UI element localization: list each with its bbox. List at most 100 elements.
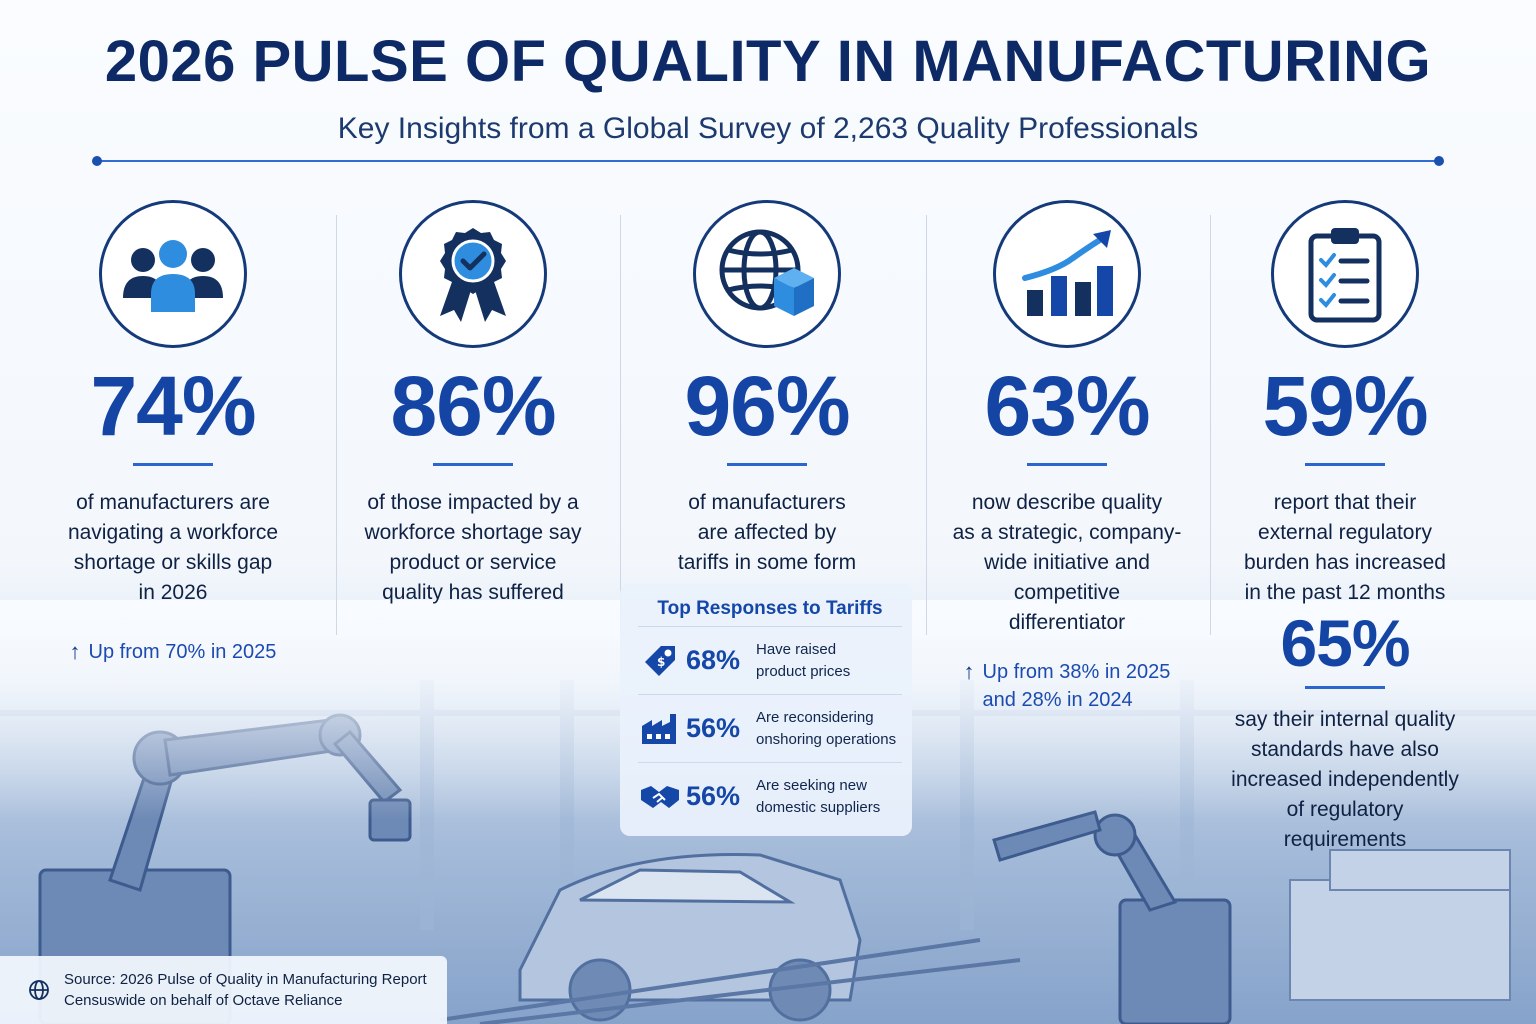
description-line: tariffs in some form	[677, 550, 857, 574]
tariff-response-row: 56% Are reconsidering onshoring operatio…	[638, 694, 902, 762]
trend-note-line: Up from 38% in 2025	[982, 660, 1171, 683]
tariff-response-row: 56% Are seeking new domestic suppliers	[638, 762, 902, 830]
clipboard-checklist-icon	[1308, 228, 1382, 323]
stat-description: of those impacted by a workforce shortag…	[328, 488, 618, 608]
source-box: Source: 2026 Pulse of Quality in Manufac…	[0, 956, 447, 1024]
description-line: product or service	[389, 550, 557, 574]
source-line: Source: 2026 Pulse of Quality in Manufac…	[64, 971, 427, 988]
stat-underline	[1027, 462, 1107, 466]
description-line: in the past 12 months	[1244, 580, 1446, 604]
stat-description: now describe quality as a strategic, com…	[922, 488, 1212, 638]
stat-card-workforce-shortage: 74% of manufacturers are navigating a wo…	[28, 200, 318, 666]
description-line: in 2026	[138, 580, 208, 604]
icon-ring	[399, 200, 547, 348]
stat-value: 65%	[1280, 606, 1410, 680]
description-line: increased independently	[1231, 767, 1459, 791]
award-ribbon-icon	[440, 228, 506, 322]
stat-underline	[1305, 462, 1385, 466]
tariff-response-label: Are reconsidering onshoring operations	[756, 707, 896, 751]
tariff-response-row: $ 68% Have raised product prices	[638, 626, 902, 694]
icon-ring	[99, 200, 247, 348]
description-line: differentiator	[1008, 610, 1126, 634]
description-line: say their internal quality	[1234, 707, 1456, 731]
stat-value: 63%	[984, 359, 1150, 453]
stat-description: of manufacturers are navigating a workfo…	[28, 488, 318, 608]
divider-dot-right	[1434, 156, 1444, 166]
stat-card-tariffs: 96% of manufacturers are affected by tar…	[622, 200, 912, 578]
description-line: wide initiative and	[984, 550, 1150, 574]
factory-icon	[642, 713, 676, 744]
stat-card-quality-suffered: 86% of those impacted by a workforce sho…	[328, 200, 618, 608]
description-line: requirements	[1283, 827, 1407, 851]
price-tag-icon: $	[645, 645, 675, 676]
tariff-response-value: 68%	[686, 645, 741, 675]
stat-card-internal-standards: 65% say their internal quality standards…	[1200, 606, 1490, 855]
tariff-label-line: domestic suppliers	[756, 798, 881, 816]
arrow-up-icon: ↑	[69, 638, 81, 664]
source-line: Censuswide on behalf of Octave Reliance	[64, 992, 343, 1009]
trend-note-line: and 28% in 2024	[982, 688, 1133, 711]
stat-value: 59%	[1262, 359, 1428, 453]
tariff-card-title: Top Responses to Tariffs	[657, 598, 883, 619]
svg-text:$: $	[657, 655, 665, 669]
icon-ring	[993, 200, 1141, 348]
tariff-label-line: Are reconsidering	[756, 708, 874, 726]
description-line: report that their	[1273, 490, 1417, 514]
description-line: navigating a workforce	[67, 520, 279, 544]
globe-icon	[29, 980, 49, 1000]
column-divider	[620, 215, 621, 635]
trend-note: ↑ Up from 38% in 2025 and 28% in 2024	[922, 658, 1212, 714]
globe-box-icon	[719, 229, 814, 316]
description-line: now describe quality	[971, 490, 1163, 514]
source-text: Source: 2026 Pulse of Quality in Manufac…	[64, 969, 427, 1011]
stat-underline	[433, 462, 513, 466]
stat-underline	[1305, 685, 1385, 689]
tariff-responses-card: Top Responses to Tariffs $ 68% Have rais…	[620, 584, 912, 836]
stat-value: 74%	[90, 359, 256, 453]
description-line: workforce shortage say	[364, 520, 582, 544]
description-line: of manufacturers	[688, 490, 846, 514]
stat-underline	[133, 462, 213, 466]
trend-note-text: Up from 38% in 2025 and 28% in 2024	[983, 658, 1171, 714]
stat-card-strategic-quality: 63% now describe quality as a strategic,…	[922, 200, 1212, 714]
tariff-label-line: Are seeking new	[756, 776, 867, 794]
tariff-response-label: Have raised product prices	[756, 639, 850, 683]
tariff-response-value: 56%	[686, 713, 741, 743]
stat-card-regulatory-burden: 59% report that their external regulator…	[1200, 200, 1490, 608]
tariff-response-label: Are seeking new domestic suppliers	[756, 775, 880, 819]
tariff-response-value: 56%	[686, 781, 741, 811]
description-line: as a strategic, company-	[952, 520, 1182, 544]
icon-ring	[693, 200, 841, 348]
divider-dot-left	[92, 156, 102, 166]
tariff-label-line: product prices	[756, 662, 851, 680]
description-line: competitive	[1013, 580, 1121, 604]
growth-chart-icon	[1022, 230, 1113, 316]
column-divider	[1210, 215, 1211, 635]
stat-description: say their internal quality standards hav…	[1200, 705, 1490, 855]
description-line: external regulatory	[1258, 520, 1432, 544]
handshake-icon	[641, 785, 679, 808]
description-line: are affected by	[697, 520, 837, 544]
column-divider	[336, 215, 337, 635]
trend-note: ↑ Up from 70% in 2025	[28, 638, 318, 666]
stat-value: 96%	[684, 359, 850, 453]
tariff-label-line: onshoring operations	[756, 730, 897, 748]
description-line: of regulatory	[1286, 797, 1404, 821]
people-icon	[123, 240, 223, 312]
arrow-up-icon: ↑	[963, 658, 975, 684]
column-divider	[926, 215, 927, 635]
icon-ring	[1271, 200, 1419, 348]
page-subtitle: Key Insights from a Global Survey of 2,2…	[337, 112, 1199, 145]
description-line: of those impacted by a	[367, 490, 579, 514]
page-title: 2026 PULSE OF QUALITY IN MANUFACTURING	[104, 29, 1432, 94]
description-line: standards have also	[1251, 737, 1439, 761]
description-line: of manufacturers are	[76, 490, 270, 514]
stat-underline	[727, 462, 807, 466]
header-divider	[92, 156, 1444, 166]
tariff-label-line: Have raised	[756, 640, 837, 658]
trend-note-text: Up from 70% in 2025	[88, 640, 277, 663]
description-line: quality has suffered	[382, 580, 564, 604]
description-line: shortage or skills gap	[73, 550, 273, 574]
stat-description: report that their external regulatory bu…	[1200, 488, 1490, 608]
stat-description: of manufacturers are affected by tariffs…	[622, 488, 912, 578]
